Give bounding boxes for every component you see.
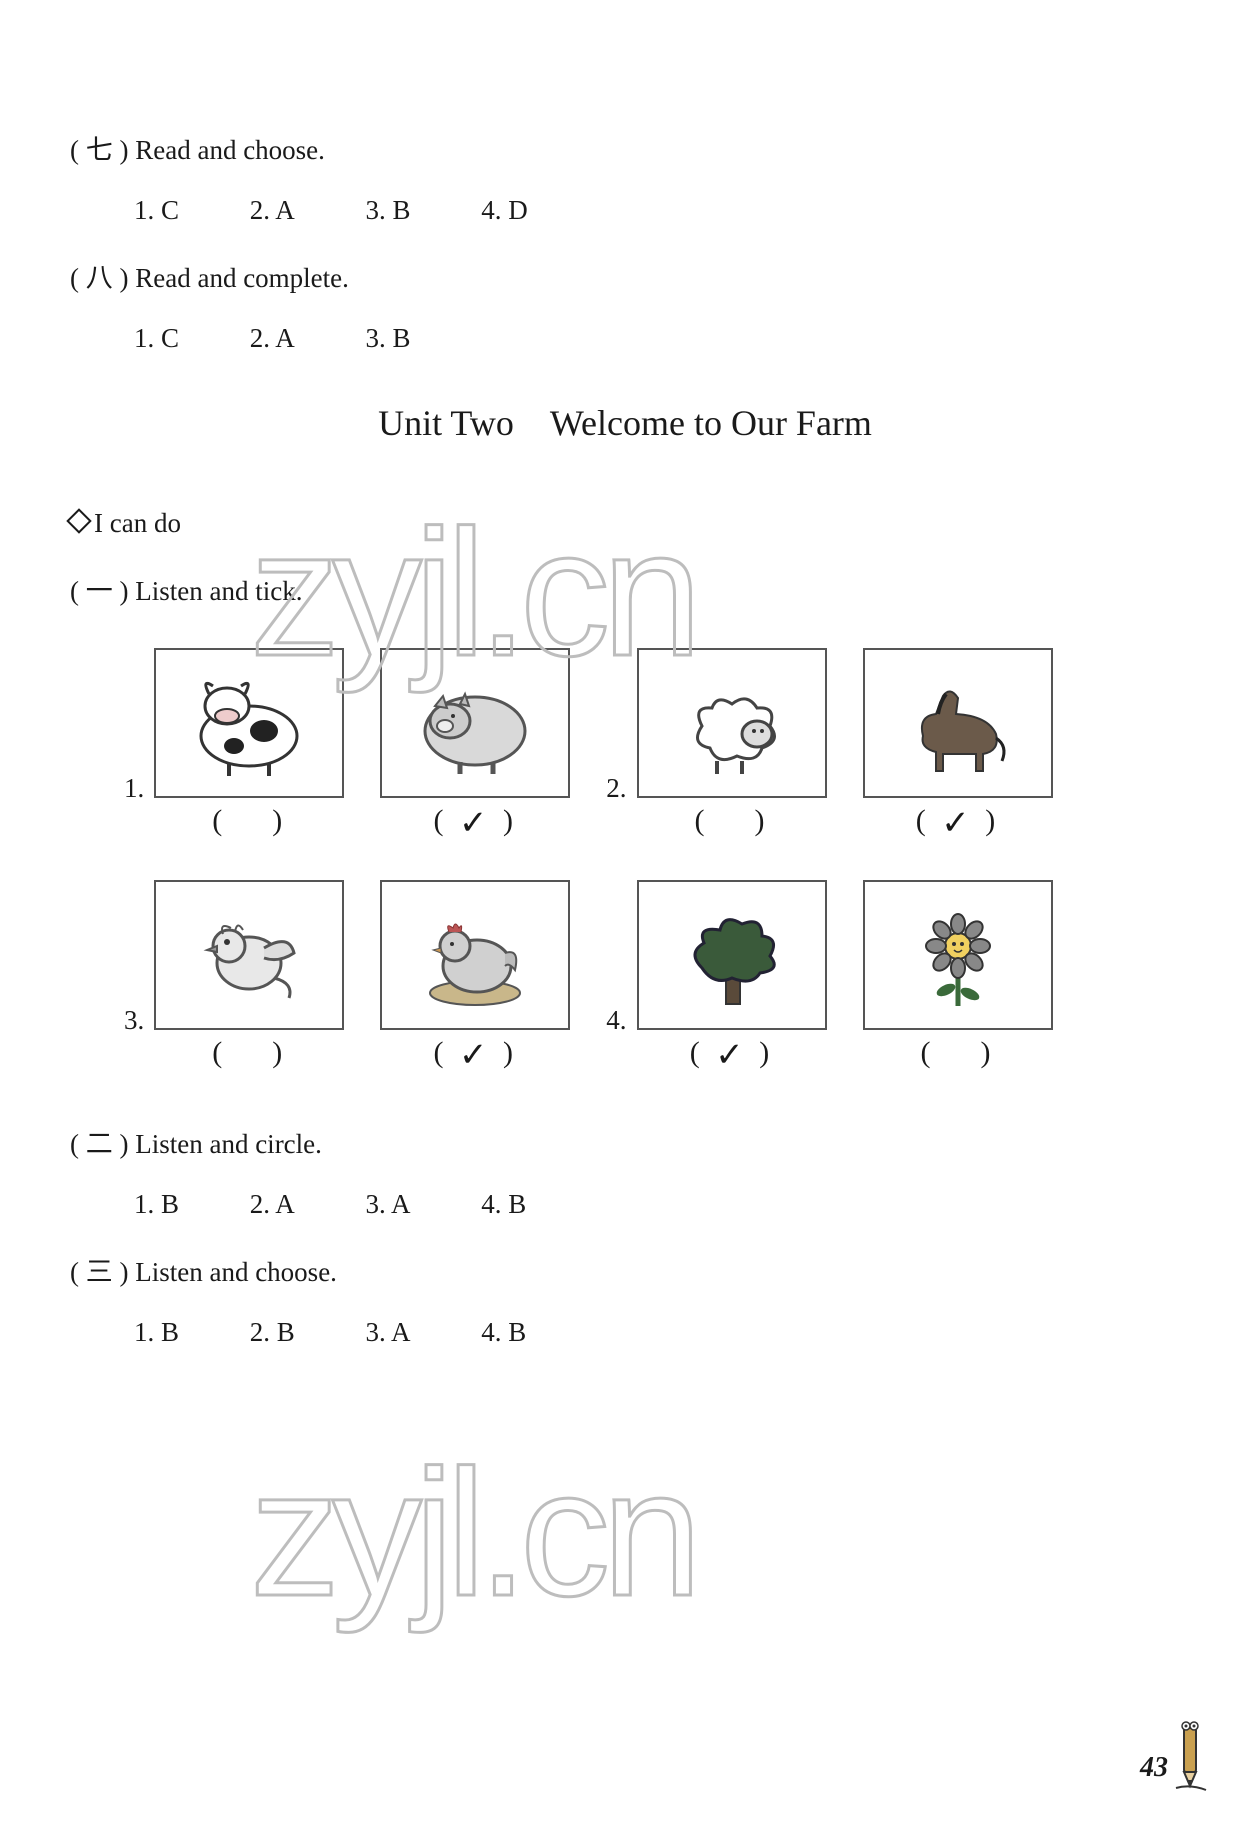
- sec3-a3: 3. A: [366, 1317, 411, 1348]
- sec7-heading: ( 七 ) Read and choose.: [70, 128, 1180, 167]
- sec8-answers: 1. C 2. A 3. B: [70, 323, 1180, 354]
- sec2-heading: ( 二 ) Listen and circle.: [70, 1122, 1180, 1161]
- sec3-a4: 4. B: [481, 1317, 526, 1348]
- hen-icon: [380, 880, 570, 1030]
- sheep-icon: [637, 648, 827, 798]
- paren-tree: ( ✓ ): [690, 1036, 774, 1072]
- pic-cell-tree: ( ✓ ): [637, 880, 827, 1072]
- sec7-a3: 3. B: [366, 195, 411, 226]
- sec2-a2: 2. A: [250, 1189, 295, 1220]
- paren-pig: ( ✓ ): [434, 804, 518, 840]
- sec8-a3: 3. B: [366, 323, 411, 354]
- sec8-a2: 2. A: [250, 323, 295, 354]
- paren-horse: ( ✓ ): [916, 804, 1000, 840]
- sec7-a2: 2. A: [250, 195, 295, 226]
- pig-icon: [380, 648, 570, 798]
- sec8-heading: ( 八 ) Read and complete.: [70, 256, 1180, 295]
- paren-hen: ( ✓ ): [434, 1036, 518, 1072]
- row2-num: 3.: [124, 1005, 144, 1072]
- paren-flower: ( ): [921, 1036, 995, 1072]
- paren-cow: ( ): [212, 804, 286, 840]
- tree-icon: [637, 880, 827, 1030]
- sec8-a1: 1. C: [134, 323, 179, 354]
- pencil-icon: [1162, 1714, 1216, 1794]
- row2-num2: 4.: [606, 1005, 626, 1072]
- flower-icon: [863, 880, 1053, 1030]
- i-can-do: I can do: [70, 508, 1180, 539]
- pic-cell-bird: ( ): [154, 880, 344, 1072]
- sec3-a2: 2. B: [250, 1317, 295, 1348]
- sec2-a1: 1. B: [134, 1189, 179, 1220]
- row1-num2: 2.: [606, 773, 626, 840]
- sec2-a3: 3. A: [366, 1189, 411, 1220]
- i-can-do-text: I can do: [94, 508, 181, 538]
- pic-cell-horse: ( ✓ ): [863, 648, 1053, 840]
- horse-icon: [863, 648, 1053, 798]
- sec7-a1: 1. C: [134, 195, 179, 226]
- pic-cell-sheep: ( ): [637, 648, 827, 840]
- paren-sheep: ( ): [695, 804, 769, 840]
- sec2-answers: 1. B 2. A 3. A 4. B: [70, 1189, 1180, 1220]
- row1-num: 1.: [124, 773, 144, 840]
- pic-row-1: 1. ( ) ( ✓ ) 2. ( ) ( ✓ ): [124, 648, 1180, 840]
- cow-icon: [154, 648, 344, 798]
- pic-row-2: 3. ( ) ( ✓ ) 4. ( ✓ ) ( ): [124, 880, 1180, 1072]
- sec7-a4: 4. D: [481, 195, 528, 226]
- pic-cell-pig: ( ✓ ): [380, 648, 570, 840]
- unit-title: Unit Two Welcome to Our Farm: [70, 402, 1180, 444]
- watermark-2: zyjl.cn: [250, 1430, 694, 1637]
- sec1-heading: ( 一 ) Listen and tick.: [70, 569, 1180, 608]
- sec3-a1: 1. B: [134, 1317, 179, 1348]
- pic-cell-cow: ( ): [154, 648, 344, 840]
- sec3-heading: ( 三 ) Listen and choose.: [70, 1250, 1180, 1289]
- diamond-icon: [66, 508, 91, 533]
- pic-cell-flower: ( ): [863, 880, 1053, 1072]
- bird-icon: [154, 880, 344, 1030]
- sec3-answers: 1. B 2. B 3. A 4. B: [70, 1317, 1180, 1348]
- sec7-answers: 1. C 2. A 3. B 4. D: [70, 195, 1180, 226]
- sec2-a4: 4. B: [481, 1189, 526, 1220]
- pic-cell-hen: ( ✓ ): [380, 880, 570, 1072]
- paren-bird: ( ): [212, 1036, 286, 1072]
